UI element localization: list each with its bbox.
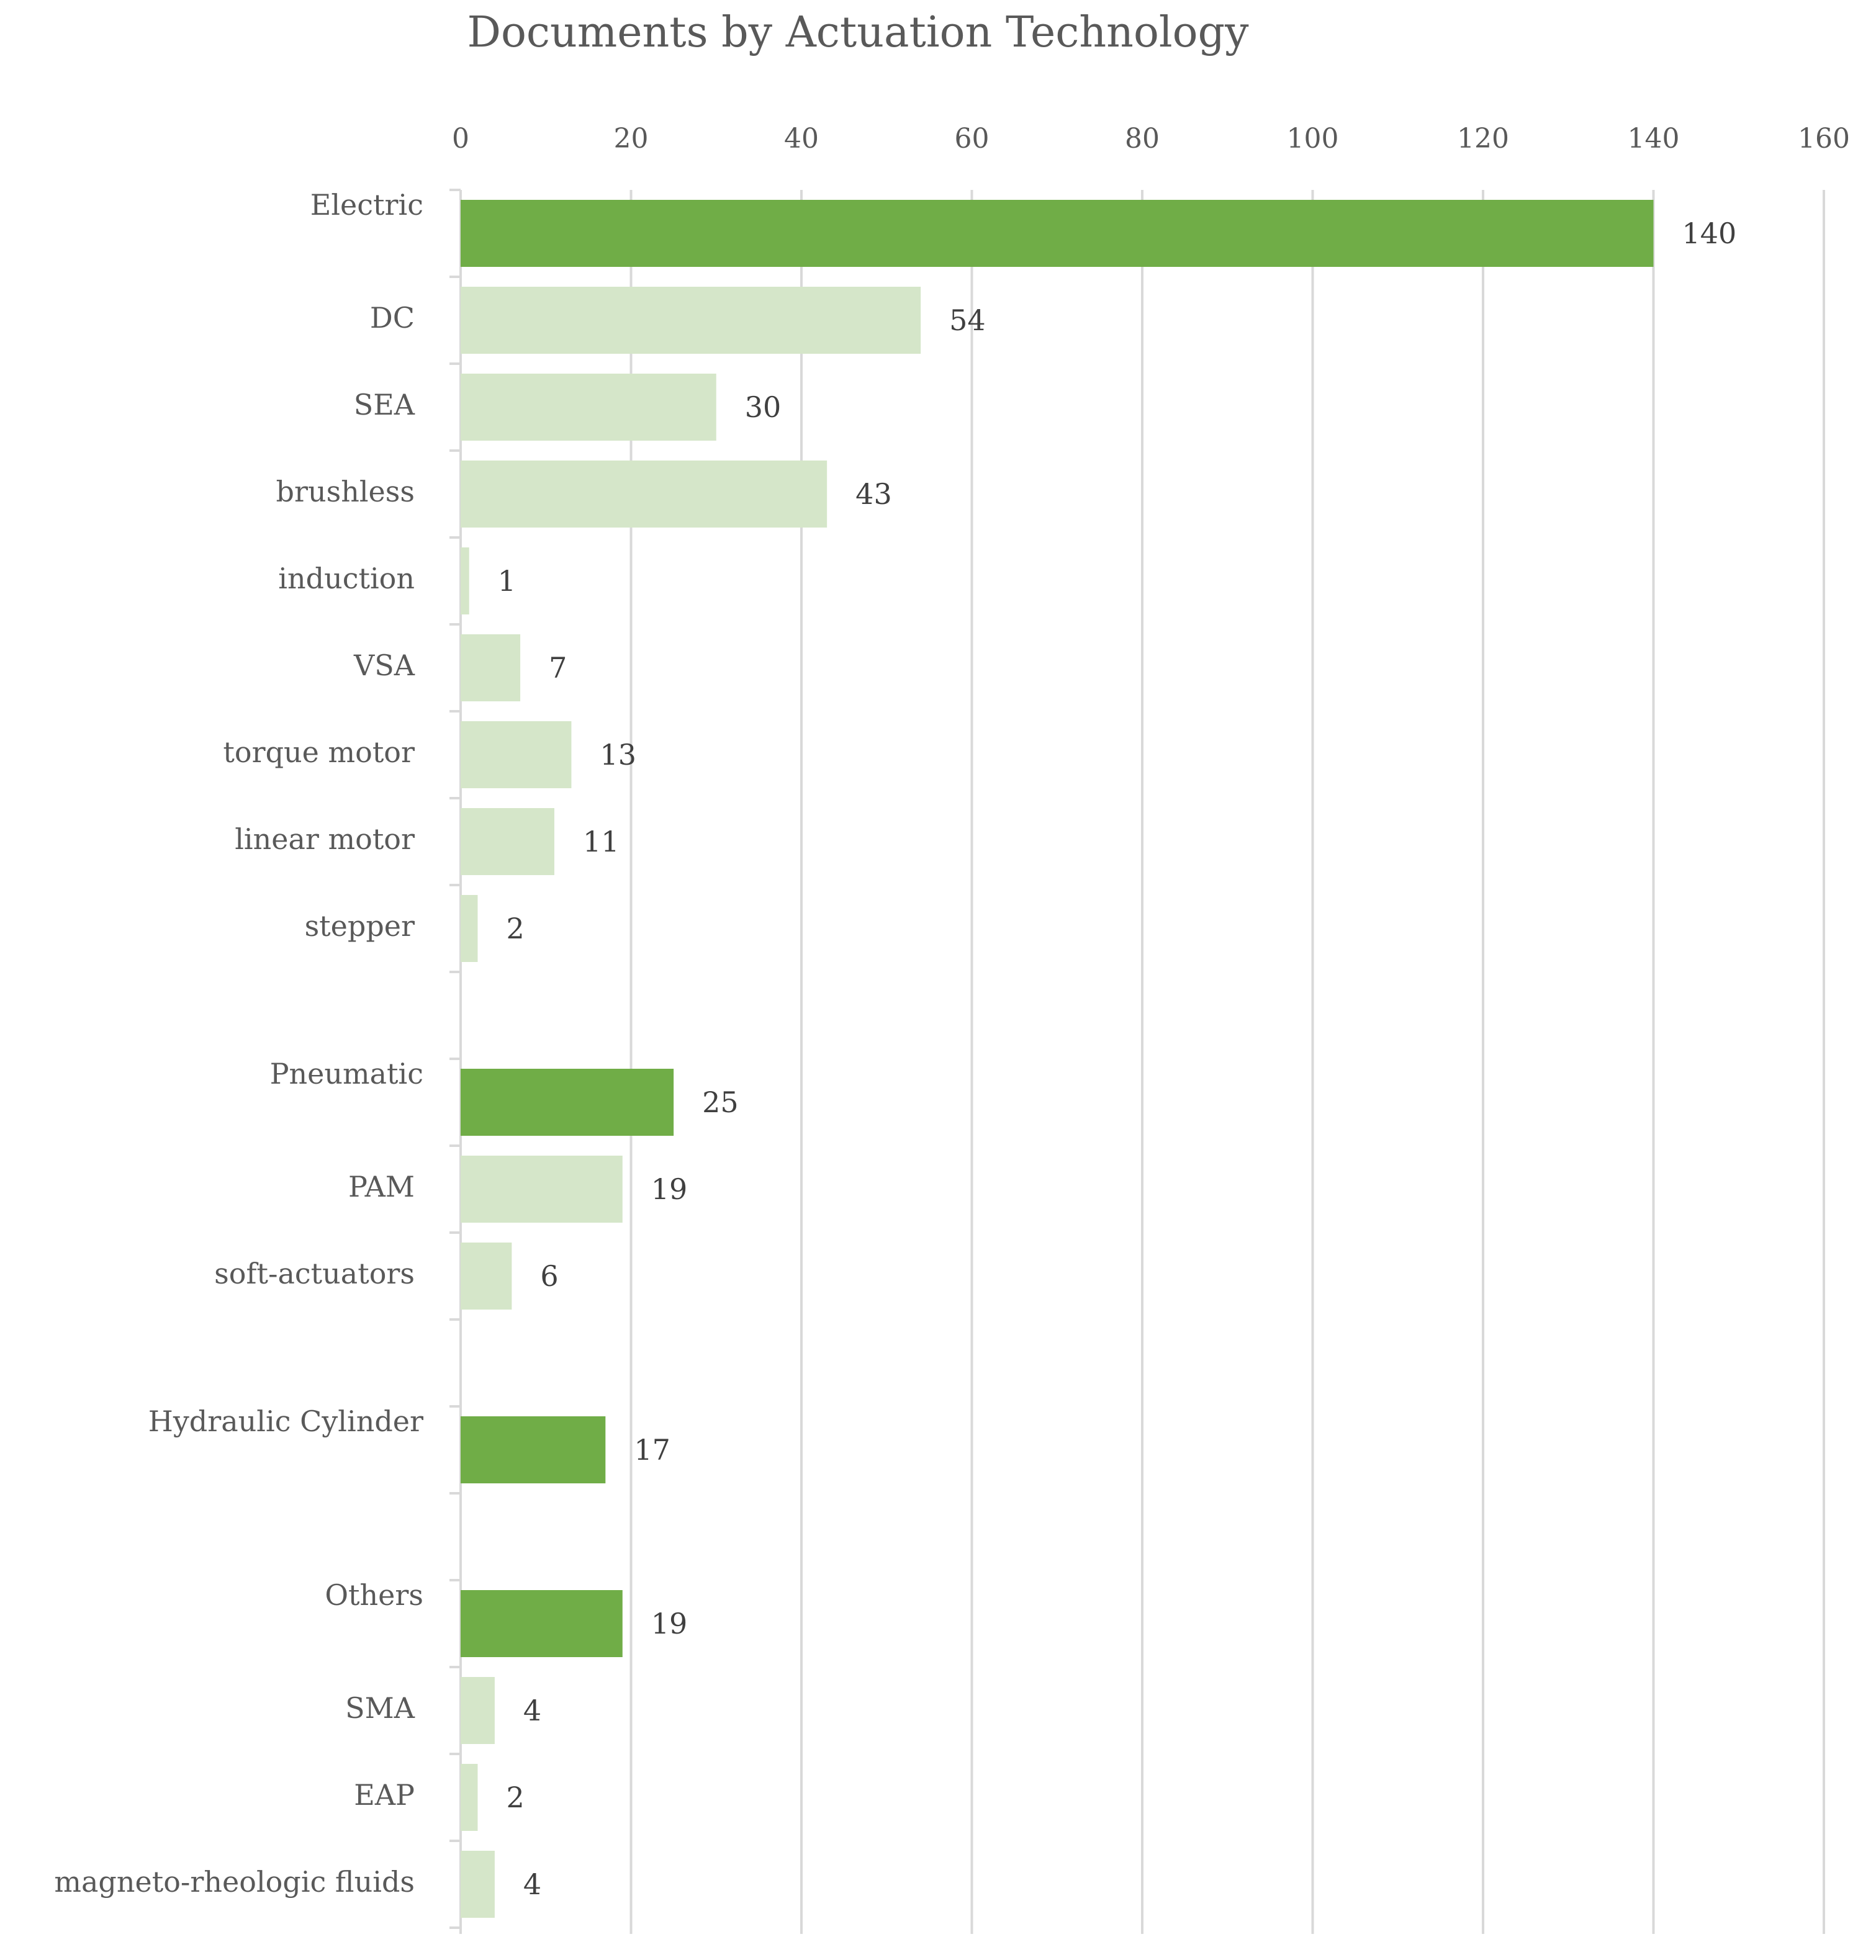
bar-sma xyxy=(461,1677,495,1744)
value-label-pam: 19 xyxy=(651,1172,688,1206)
x-tick-label: 120 xyxy=(1457,123,1509,155)
bar-torque-motor xyxy=(461,721,572,788)
category-label-linear-motor: linear motor xyxy=(235,822,415,856)
bar-vsa xyxy=(461,634,521,701)
category-label-stepper: stepper xyxy=(305,909,415,943)
bar-pam xyxy=(461,1156,623,1223)
group-bar-others xyxy=(461,1590,623,1657)
group-bar-hydraulic-cylinder xyxy=(461,1416,606,1483)
x-tick-label: 160 xyxy=(1798,123,1850,155)
category-label-vsa: VSA xyxy=(353,649,415,682)
bar-sea xyxy=(461,374,716,441)
bars xyxy=(461,200,1654,1918)
group-bar-pneumatic xyxy=(461,1069,674,1136)
x-axis-ticks: 0 20 40 60 80 100 120 140 160 xyxy=(452,123,1850,155)
bar-soft-actuators xyxy=(461,1243,512,1310)
bar-eap xyxy=(461,1764,478,1831)
value-label-vsa: 7 xyxy=(549,651,567,685)
labels: Electric 140 DC 54 SEA 30 brushless 43 induction… xyxy=(54,188,1736,1901)
value-label-brushless: 43 xyxy=(855,477,892,511)
category-label-sea: SEA xyxy=(354,388,415,421)
group-bar-electric xyxy=(461,200,1654,267)
bar-magneto-rheologic-fluids xyxy=(461,1851,495,1918)
category-label-sma: SMA xyxy=(345,1691,415,1725)
category-label-magneto-rheologic-fluids: magneto-rheologic fluids xyxy=(54,1865,415,1899)
value-label-others: 19 xyxy=(651,1607,688,1640)
group-label-electric: Electric xyxy=(310,188,423,222)
x-tick-label: 20 xyxy=(614,123,649,155)
value-label-pneumatic: 25 xyxy=(702,1086,739,1119)
value-label-sea: 30 xyxy=(745,390,782,424)
value-label-torque-motor: 13 xyxy=(600,738,636,771)
grid-layer xyxy=(449,189,1825,1934)
value-label-magneto-rheologic-fluids: 4 xyxy=(523,1868,541,1901)
value-label-electric: 140 xyxy=(1682,217,1737,250)
value-label-soft-actuators: 6 xyxy=(540,1259,558,1293)
value-label-eap: 2 xyxy=(506,1781,524,1814)
value-label-stepper: 2 xyxy=(506,912,524,945)
group-label-others: Others xyxy=(325,1578,423,1612)
x-tick-label: 100 xyxy=(1287,123,1339,155)
x-tick-label: 40 xyxy=(784,123,819,155)
value-label-linear-motor: 11 xyxy=(583,825,620,858)
value-label-dc: 54 xyxy=(949,303,986,337)
category-label-dc: DC xyxy=(370,301,415,335)
category-label-torque-motor: torque motor xyxy=(223,735,415,769)
bar-linear-motor xyxy=(461,808,554,875)
category-label-soft-actuators: soft-actuators xyxy=(214,1257,415,1290)
category-label-pam: PAM xyxy=(348,1170,415,1203)
bar-brushless xyxy=(461,461,828,528)
x-tick-label: 60 xyxy=(955,123,990,155)
value-label-induction: 1 xyxy=(498,564,516,598)
bar-induction xyxy=(461,547,469,614)
bar-dc xyxy=(461,287,921,354)
value-label-hydraulic-cylinder: 17 xyxy=(634,1433,670,1467)
category-label-eap: EAP xyxy=(354,1778,415,1812)
group-label-hydraulic-cylinder: Hydraulic Cylinder xyxy=(148,1405,423,1438)
chart-title: Documents by Actuation Technology xyxy=(467,8,1249,57)
x-tick-label: 0 xyxy=(452,123,469,155)
bar-stepper xyxy=(461,895,478,962)
category-label-brushless: brushless xyxy=(276,475,415,508)
group-label-pneumatic: Pneumatic xyxy=(270,1057,423,1090)
x-tick-label: 80 xyxy=(1125,123,1160,155)
value-label-sma: 4 xyxy=(523,1694,541,1727)
x-tick-label: 140 xyxy=(1628,123,1680,155)
category-label-induction: induction xyxy=(278,562,415,595)
